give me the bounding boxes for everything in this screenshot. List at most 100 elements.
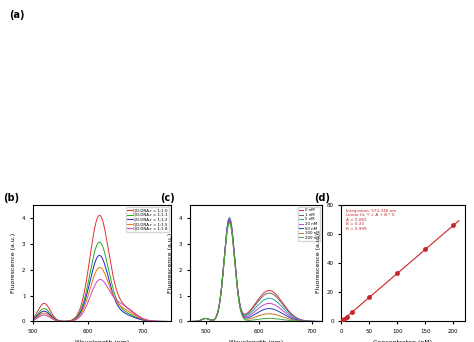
Line: QD:DNA-r = 1:1.1: QD:DNA-r = 1:1.1	[33, 242, 171, 321]
Line: QD:DNA-r = 1:1.0: QD:DNA-r = 1:1.0	[33, 215, 171, 321]
5 nM	[221, 261, 227, 265]
Point	[340, 316, 348, 322]
X-axis label: Wavelength (nm): Wavelength (nm)	[229, 340, 283, 342]
50 nM	[265, 306, 271, 311]
20 nM	[187, 319, 192, 324]
50 nM	[221, 263, 227, 267]
Y-axis label: Fluorescence (a.u.): Fluorescence (a.u.)	[316, 233, 321, 293]
50 nM	[187, 319, 192, 324]
QD:DNA-r = 1:1.1	[122, 309, 128, 313]
QD:DNA-r = 1:1.2	[30, 317, 36, 321]
Line: 20 nM: 20 nM	[190, 219, 322, 321]
100 nM	[221, 263, 227, 267]
1 nM	[227, 216, 232, 220]
1 nM	[187, 319, 192, 324]
1 nM	[275, 297, 281, 301]
Line: 0 nM: 0 nM	[190, 219, 322, 321]
QD:DNA-r = 1:1.2	[111, 296, 117, 300]
Point	[393, 271, 401, 276]
50 nM	[210, 318, 216, 322]
20 nM	[221, 262, 227, 266]
Point	[365, 295, 373, 300]
QD:DNA-r = 1:1.1	[111, 291, 117, 295]
1 nM	[265, 291, 271, 295]
X-axis label: Concentraton (nM): Concentraton (nM)	[374, 340, 432, 342]
5 nM	[187, 319, 192, 324]
100 nM	[287, 317, 292, 321]
20 nM	[227, 217, 232, 221]
100 nM	[247, 317, 253, 321]
200 nM	[221, 264, 227, 268]
5 nM	[275, 301, 281, 305]
Point	[421, 247, 429, 252]
0 nM	[275, 295, 281, 299]
50 nM	[275, 309, 281, 313]
5 nM	[287, 312, 292, 316]
QD:DNA-r = 1:1.5	[30, 318, 36, 322]
Line: QD:DNA-r = 1:1.5: QD:DNA-r = 1:1.5	[33, 267, 171, 321]
200 nM	[275, 317, 281, 321]
Line: QD:DNA-r = 1:1.2: QD:DNA-r = 1:1.2	[33, 255, 171, 321]
Line: 200 nM: 200 nM	[190, 223, 322, 321]
QD:DNA-r = 1:1.5	[122, 307, 128, 312]
Point	[449, 223, 457, 228]
200 nM	[287, 318, 292, 323]
0 nM	[265, 289, 271, 293]
QD:DNA-r = 1:1.8	[92, 282, 98, 286]
QD:DNA-r = 1:1.8	[134, 313, 140, 317]
QD:DNA-r = 1:1.1	[55, 318, 60, 323]
QD:DNA-r = 1:1.2	[66, 319, 72, 323]
Text: (a): (a)	[9, 10, 25, 20]
QD:DNA-r = 1:1.5	[55, 319, 60, 323]
1 nM	[221, 261, 227, 265]
QD:DNA-r = 1:1.0	[97, 213, 102, 218]
200 nM	[210, 318, 216, 322]
1 nM	[210, 318, 216, 322]
100 nM	[187, 319, 192, 324]
QD:DNA-r = 1:1.1	[30, 317, 36, 321]
Text: Integration: 573-740 nm
Linear fit: Y = A + B * X
A = 0.082
B = 0.33
R = 0.999: Integration: 573-740 nm Linear fit: Y = …	[346, 209, 397, 231]
QD:DNA-r = 1:1.2	[92, 259, 98, 263]
Point	[343, 314, 351, 319]
200 nM	[227, 221, 232, 225]
50 nM	[319, 319, 325, 324]
5 nM	[227, 216, 232, 220]
QD:DNA-r = 1:1.5	[97, 265, 102, 269]
20 nM	[319, 319, 325, 324]
QD:DNA-r = 1:1.2	[134, 316, 140, 320]
QD:DNA-r = 1:1.0	[168, 319, 173, 324]
20 nM	[287, 314, 292, 318]
QD:DNA-r = 1:1.2	[55, 318, 60, 323]
Legend: 0 nM, 1 nM, 5 nM, 20 nM, 50 nM, 100 nM, 200 nM: 0 nM, 1 nM, 5 nM, 20 nM, 50 nM, 100 nM, …	[298, 207, 320, 241]
5 nM	[247, 311, 253, 315]
0 nM	[319, 319, 325, 324]
QD:DNA-r = 1:1.1	[66, 319, 72, 323]
100 nM	[227, 220, 232, 224]
100 nM	[275, 313, 281, 317]
1 nM	[247, 310, 253, 314]
50 nM	[287, 316, 292, 320]
QD:DNA-r = 1:1.0	[66, 319, 72, 323]
QD:DNA-r = 1:1.8	[30, 318, 36, 322]
Point	[337, 319, 345, 324]
20 nM	[247, 313, 253, 317]
0 nM	[287, 310, 292, 314]
QD:DNA-r = 1:1.5	[168, 319, 173, 324]
50 nM	[227, 219, 232, 223]
200 nM	[187, 319, 192, 324]
QD:DNA-r = 1:1.0	[30, 316, 36, 320]
0 nM	[187, 319, 192, 324]
100 nM	[319, 319, 325, 324]
QD:DNA-r = 1:1.8	[66, 319, 72, 323]
Point	[349, 309, 356, 315]
QD:DNA-r = 1:1.8	[97, 277, 103, 281]
200 nM	[247, 318, 253, 323]
100 nM	[265, 312, 271, 316]
QD:DNA-r = 1:1.5	[92, 271, 98, 275]
50 nM	[247, 315, 253, 319]
QD:DNA-r = 1:1.0	[122, 304, 128, 308]
5 nM	[265, 296, 271, 300]
5 nM	[319, 319, 325, 324]
QD:DNA-r = 1:1.0	[134, 313, 140, 317]
0 nM	[247, 309, 253, 313]
